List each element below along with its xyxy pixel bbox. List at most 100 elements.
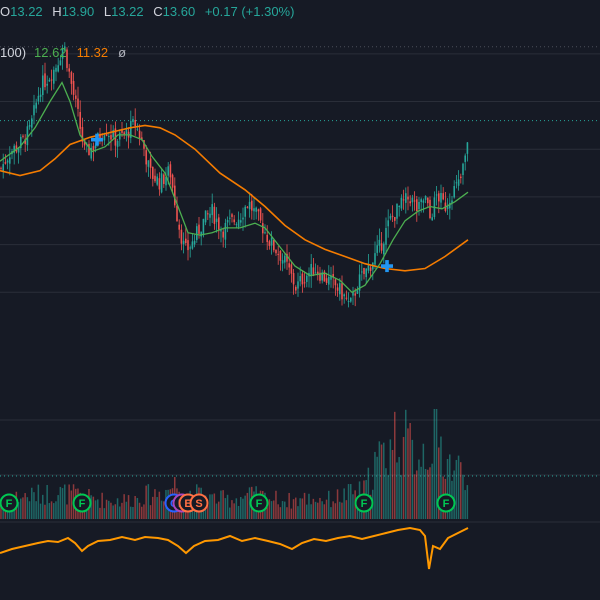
cross-marker-icon[interactable] bbox=[381, 260, 393, 273]
candle bbox=[277, 253, 279, 255]
candle bbox=[81, 127, 84, 142]
candle bbox=[413, 200, 416, 202]
candle bbox=[295, 286, 297, 291]
candle bbox=[319, 272, 321, 281]
candle bbox=[266, 234, 268, 243]
event-badge-label: S bbox=[195, 498, 202, 510]
candle bbox=[341, 283, 343, 300]
volume-bar bbox=[68, 484, 70, 519]
candle bbox=[145, 150, 147, 165]
candle bbox=[39, 94, 42, 97]
candle bbox=[303, 282, 306, 284]
event-badge-label: E bbox=[184, 498, 191, 510]
candle bbox=[53, 69, 55, 84]
volume-bar bbox=[431, 463, 433, 519]
event-badge-icon[interactable]: S bbox=[189, 493, 209, 513]
volume-bar bbox=[457, 455, 460, 519]
volume-bar bbox=[317, 502, 319, 519]
volume-bar bbox=[154, 489, 156, 519]
candle bbox=[411, 197, 414, 203]
candle bbox=[72, 80, 75, 95]
volume-bar bbox=[39, 503, 42, 519]
volume-bar bbox=[343, 488, 345, 519]
candle bbox=[347, 301, 350, 303]
event-badge-icon[interactable]: F bbox=[72, 493, 92, 513]
volume-bar bbox=[394, 411, 396, 519]
candle bbox=[215, 218, 218, 222]
candle bbox=[220, 230, 222, 232]
volume-bar bbox=[215, 503, 218, 519]
candle bbox=[457, 179, 460, 186]
volume-bar bbox=[121, 502, 123, 519]
candle bbox=[68, 68, 70, 72]
volume-bar bbox=[449, 454, 451, 519]
volume-bar bbox=[319, 497, 321, 519]
candle bbox=[66, 49, 68, 68]
candle bbox=[213, 206, 216, 224]
candle bbox=[123, 132, 125, 135]
event-badge-label: F bbox=[361, 498, 368, 510]
cross-marker-icon[interactable] bbox=[91, 133, 103, 146]
volume-bar bbox=[37, 484, 40, 519]
candle bbox=[83, 140, 86, 146]
volume-bar bbox=[398, 457, 400, 519]
candle bbox=[185, 238, 187, 244]
candle bbox=[61, 48, 64, 59]
volume-bar bbox=[44, 504, 46, 519]
event-badge-icon[interactable]: F bbox=[354, 493, 374, 513]
candle bbox=[224, 222, 227, 240]
empty-set-icon[interactable]: ø bbox=[118, 45, 127, 60]
event-badge-icon[interactable]: F bbox=[0, 493, 19, 513]
volume-bar bbox=[66, 504, 68, 519]
volume-bar bbox=[231, 500, 233, 519]
volume-bar bbox=[114, 504, 117, 519]
candle bbox=[237, 219, 240, 227]
volume-bar bbox=[301, 498, 304, 519]
volume-bar bbox=[413, 474, 416, 519]
volume-bar bbox=[273, 500, 275, 519]
candle bbox=[418, 201, 420, 210]
volume-bar bbox=[279, 507, 282, 519]
candle bbox=[222, 231, 224, 238]
candle bbox=[55, 67, 57, 72]
volume-bar bbox=[31, 487, 33, 519]
candle bbox=[15, 145, 18, 152]
volume-bar bbox=[332, 501, 334, 519]
candle bbox=[402, 199, 405, 201]
candle bbox=[248, 201, 251, 210]
candle bbox=[204, 210, 207, 223]
ma-legend[interactable]: 100) 12.62 11.32 ø bbox=[0, 45, 126, 60]
volume-bar bbox=[160, 500, 163, 519]
volume-bar bbox=[209, 494, 211, 519]
event-badge-icon[interactable]: F bbox=[249, 493, 269, 513]
candle bbox=[389, 216, 392, 219]
volume-bar bbox=[70, 490, 73, 519]
volume-bar bbox=[334, 503, 337, 519]
candle bbox=[409, 201, 411, 204]
candle bbox=[182, 240, 185, 245]
ma-fast-line bbox=[0, 81, 469, 294]
candle bbox=[323, 271, 326, 282]
candle bbox=[367, 265, 370, 271]
volume-bar bbox=[396, 462, 398, 519]
candle bbox=[446, 206, 449, 210]
candle bbox=[312, 267, 315, 276]
high-value: 13.90 bbox=[61, 4, 95, 19]
candle bbox=[440, 193, 442, 203]
volume-bar bbox=[59, 486, 62, 519]
event-badge-icon[interactable]: F bbox=[436, 493, 456, 513]
close-value: 13.60 bbox=[162, 4, 196, 19]
volume-bar bbox=[156, 497, 158, 519]
volume-bar bbox=[330, 507, 332, 519]
candle bbox=[251, 200, 253, 211]
candle bbox=[0, 167, 2, 169]
candle bbox=[99, 133, 101, 141]
event-badge-label: F bbox=[256, 498, 263, 510]
volume-bar bbox=[268, 499, 271, 519]
candle bbox=[121, 129, 123, 133]
volume-bar bbox=[110, 502, 112, 519]
candle bbox=[154, 175, 156, 182]
candle bbox=[259, 208, 262, 221]
